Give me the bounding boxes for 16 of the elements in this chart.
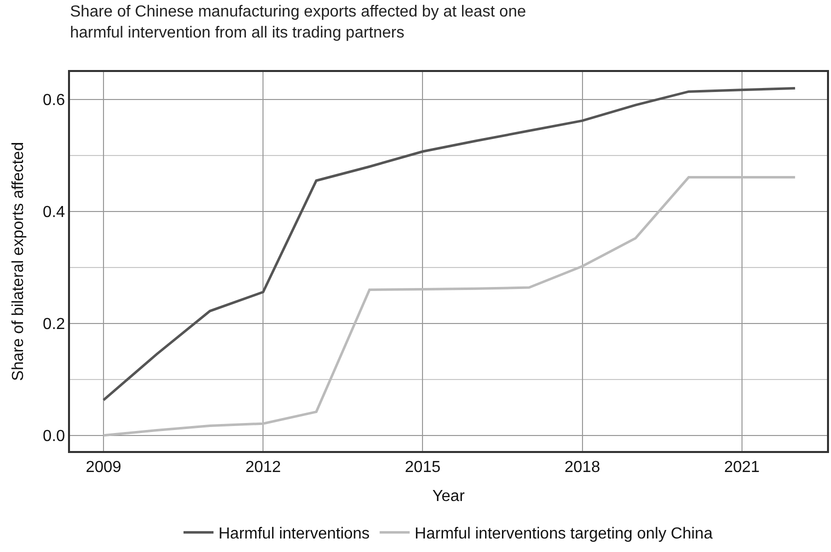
- x-tick-label: 2015: [404, 458, 441, 476]
- y-tick-label: 0.4: [42, 204, 66, 221]
- legend-label: Harmful interventions targeting only China: [414, 526, 713, 543]
- x-axis-title: Year: [432, 488, 466, 506]
- x-tick-label: 2018: [564, 458, 600, 476]
- x-tick-label: 2009: [86, 458, 122, 476]
- y-tick-label: 0.6: [42, 92, 66, 110]
- line-series: [102, 86, 796, 402]
- y-axis-title: Share of bilateral exports affected: [10, 142, 28, 381]
- x-tick-label: 2021: [724, 458, 760, 476]
- y-tick-label: 0.0: [42, 428, 66, 445]
- y-tick-label: 0.2: [42, 316, 66, 333]
- x-tick-label: 2012: [245, 458, 282, 476]
- chart-title: Share of Chinese manufacturing exports affected by at least one harmful intervention from all its trading partners: [70, 4, 526, 42]
- legend-label: Harmful interventions: [218, 526, 370, 543]
- line-series: [102, 176, 796, 437]
